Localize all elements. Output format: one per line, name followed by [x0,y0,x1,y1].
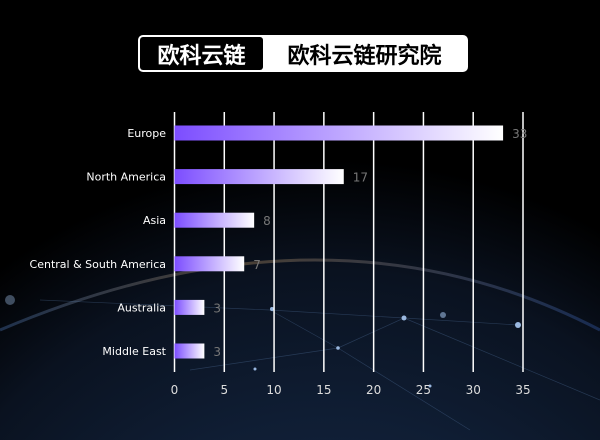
x-tick-label: 20 [366,383,381,397]
value-label: 17 [353,171,368,185]
header-subtitle: 欧科云链研究院 [287,43,442,69]
category-label: Central & South America [30,258,166,271]
bar [174,212,255,228]
category-label: Europe [127,127,166,140]
category-label: Asia [143,214,166,227]
value-label: 33 [512,127,527,141]
x-tick-label: 5 [220,383,228,397]
value-label: 3 [213,301,221,315]
x-tick-label: 10 [266,383,281,397]
bar [174,125,504,141]
x-tick-label: 15 [316,383,331,397]
bar [174,343,205,359]
value-label: 7 [253,258,261,272]
category-label: North America [86,171,166,184]
brand-logo: 欧科云链 [140,37,263,70]
x-tick-label: 0 [171,383,179,397]
bar [174,299,205,315]
value-label: 8 [263,214,271,228]
value-label: 3 [213,345,221,359]
bar [174,169,344,185]
x-tick-label: 35 [515,383,530,397]
category-label: Middle East [102,345,166,358]
bar [174,256,245,272]
x-tick-label: 30 [466,383,481,397]
header-banner: 欧科云链 欧科云链研究院 [138,35,468,72]
x-tick-label: 25 [416,383,431,397]
category-label: Australia [117,301,166,314]
